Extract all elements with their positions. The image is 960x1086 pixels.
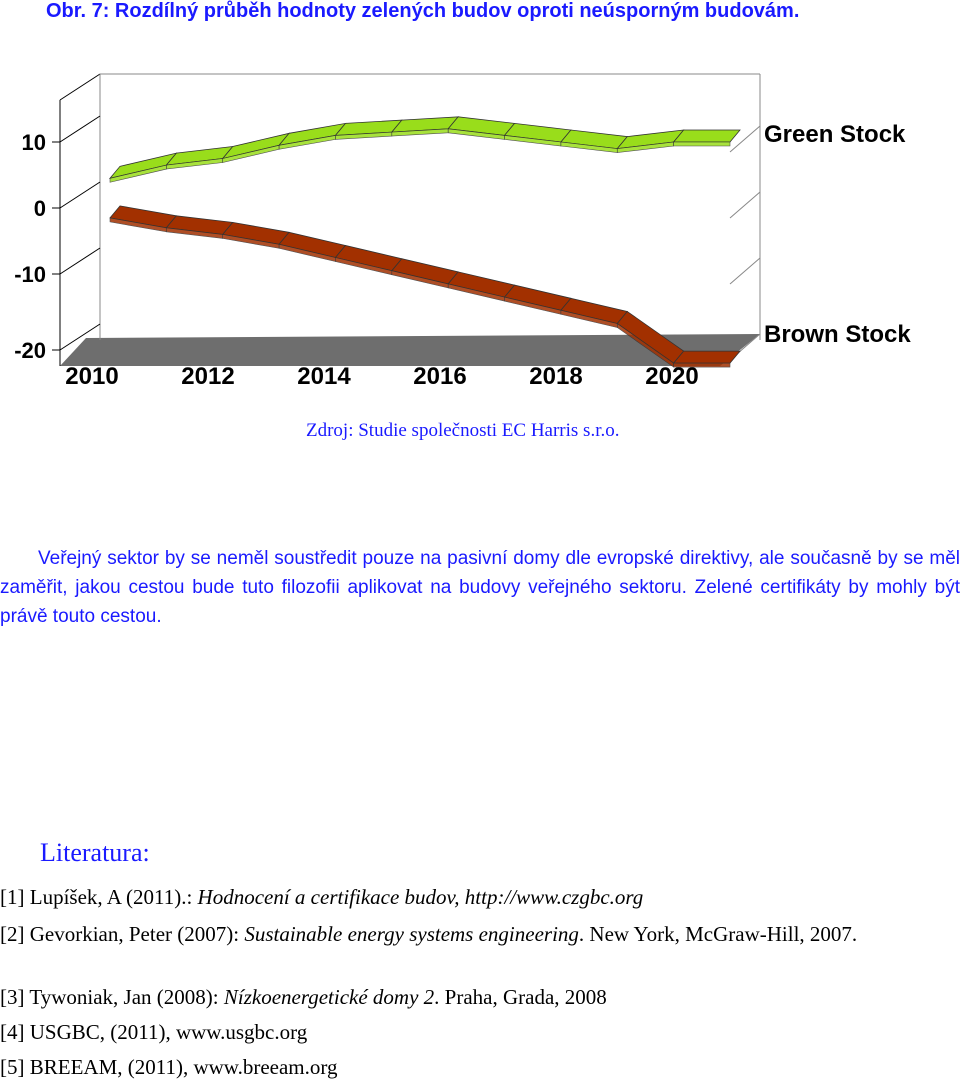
green-stock-edge	[673, 141, 731, 147]
reference-2-author: [2] Gevorkian, Peter (2007):	[0, 922, 245, 946]
x-tick-label: 2020	[645, 363, 698, 390]
y-tick-label: -10	[14, 262, 46, 287]
reference-4: [4] USGBC, (2011), www.usgbc.org	[0, 1020, 307, 1045]
reference-2-publisher: . New York, McGraw-Hill, 2007.	[578, 922, 858, 946]
reference-2-title: Sustainable energy systems engineering	[244, 922, 579, 946]
reference-5-text: [5] BREEAM, (2011), www.breeam.org	[0, 1055, 338, 1079]
reference-1-title: Hodnocení a certifikace budov, http://ww…	[197, 885, 644, 909]
chart-series	[108, 116, 741, 368]
y-tick-label: 0	[34, 196, 46, 221]
reference-4-text: [4] USGBC, (2011), www.usgbc.org	[0, 1020, 308, 1044]
figure-caption: Obr. 7: Rozdílný průběh hodnoty zelených…	[46, 0, 800, 22]
y-grid-diagonal	[59, 247, 101, 275]
chart-source: Zdroj: Studie společnosti EC Harris s.r.…	[306, 420, 620, 441]
reference-3-author: [3] Tywoniak, Jan (2008):	[0, 985, 224, 1009]
x-tick-label: 2012	[181, 363, 234, 390]
reference-2: [2] Gevorkian, Peter (2007): Sustainable…	[0, 920, 960, 948]
y-tick-label: -20	[14, 338, 46, 363]
legend-label: Brown Stock	[764, 321, 911, 348]
brown-stock-edge	[673, 362, 731, 368]
y-grid-diagonal	[59, 115, 101, 143]
x-tick-label: 2010	[65, 363, 118, 390]
reference-3-title: Nízkoenergetické domy 2	[223, 985, 435, 1009]
body-paragraph: Veřejný sektor by se neměl soustředit po…	[0, 544, 960, 631]
brown-stock-segment	[672, 350, 741, 364]
x-tick-label: 2016	[413, 363, 466, 390]
chart-legend: Green Stock Brown Stock	[764, 121, 911, 348]
chart-floor	[60, 334, 760, 366]
reference-3: [3] Tywoniak, Jan (2008): Nízkoenergetic…	[0, 985, 607, 1010]
y-axis-top-edge	[59, 73, 101, 101]
reference-1-author: [1] Lupíšek, A (2011).:	[0, 885, 198, 909]
chart-frame	[52, 73, 761, 366]
right-grid-diagonal	[729, 191, 761, 219]
green-stock-segment	[672, 129, 741, 143]
reference-5: [5] BREEAM, (2011), www.breeam.org	[0, 1055, 338, 1080]
literature-heading: Literatura:	[40, 838, 150, 867]
y-grid-diagonal	[59, 323, 101, 351]
body-paragraph-text: Veřejný sektor by se neměl soustředit po…	[0, 548, 960, 627]
x-tick-label: 2018	[529, 363, 582, 390]
y-grid-diagonal	[59, 181, 101, 209]
right-grid-diagonal	[729, 125, 761, 153]
chart-ticks: 10 0 -10 -20 2010 2012 2014 2016 2018 2020	[14, 130, 698, 390]
green-brown-stock-chart: 10 0 -10 -20 2010 2012 2014 2016 2018 2020 Green …	[14, 73, 911, 390]
legend-label: Green Stock	[764, 121, 906, 148]
reference-1: [1] Lupíšek, A (2011).: Hodnocení a cert…	[0, 885, 643, 910]
x-tick-label: 2014	[297, 363, 351, 390]
reference-3-publisher: . Praha, Grada, 2008	[434, 985, 607, 1009]
right-grid-diagonal	[729, 257, 761, 285]
y-tick-label: 10	[22, 130, 46, 155]
